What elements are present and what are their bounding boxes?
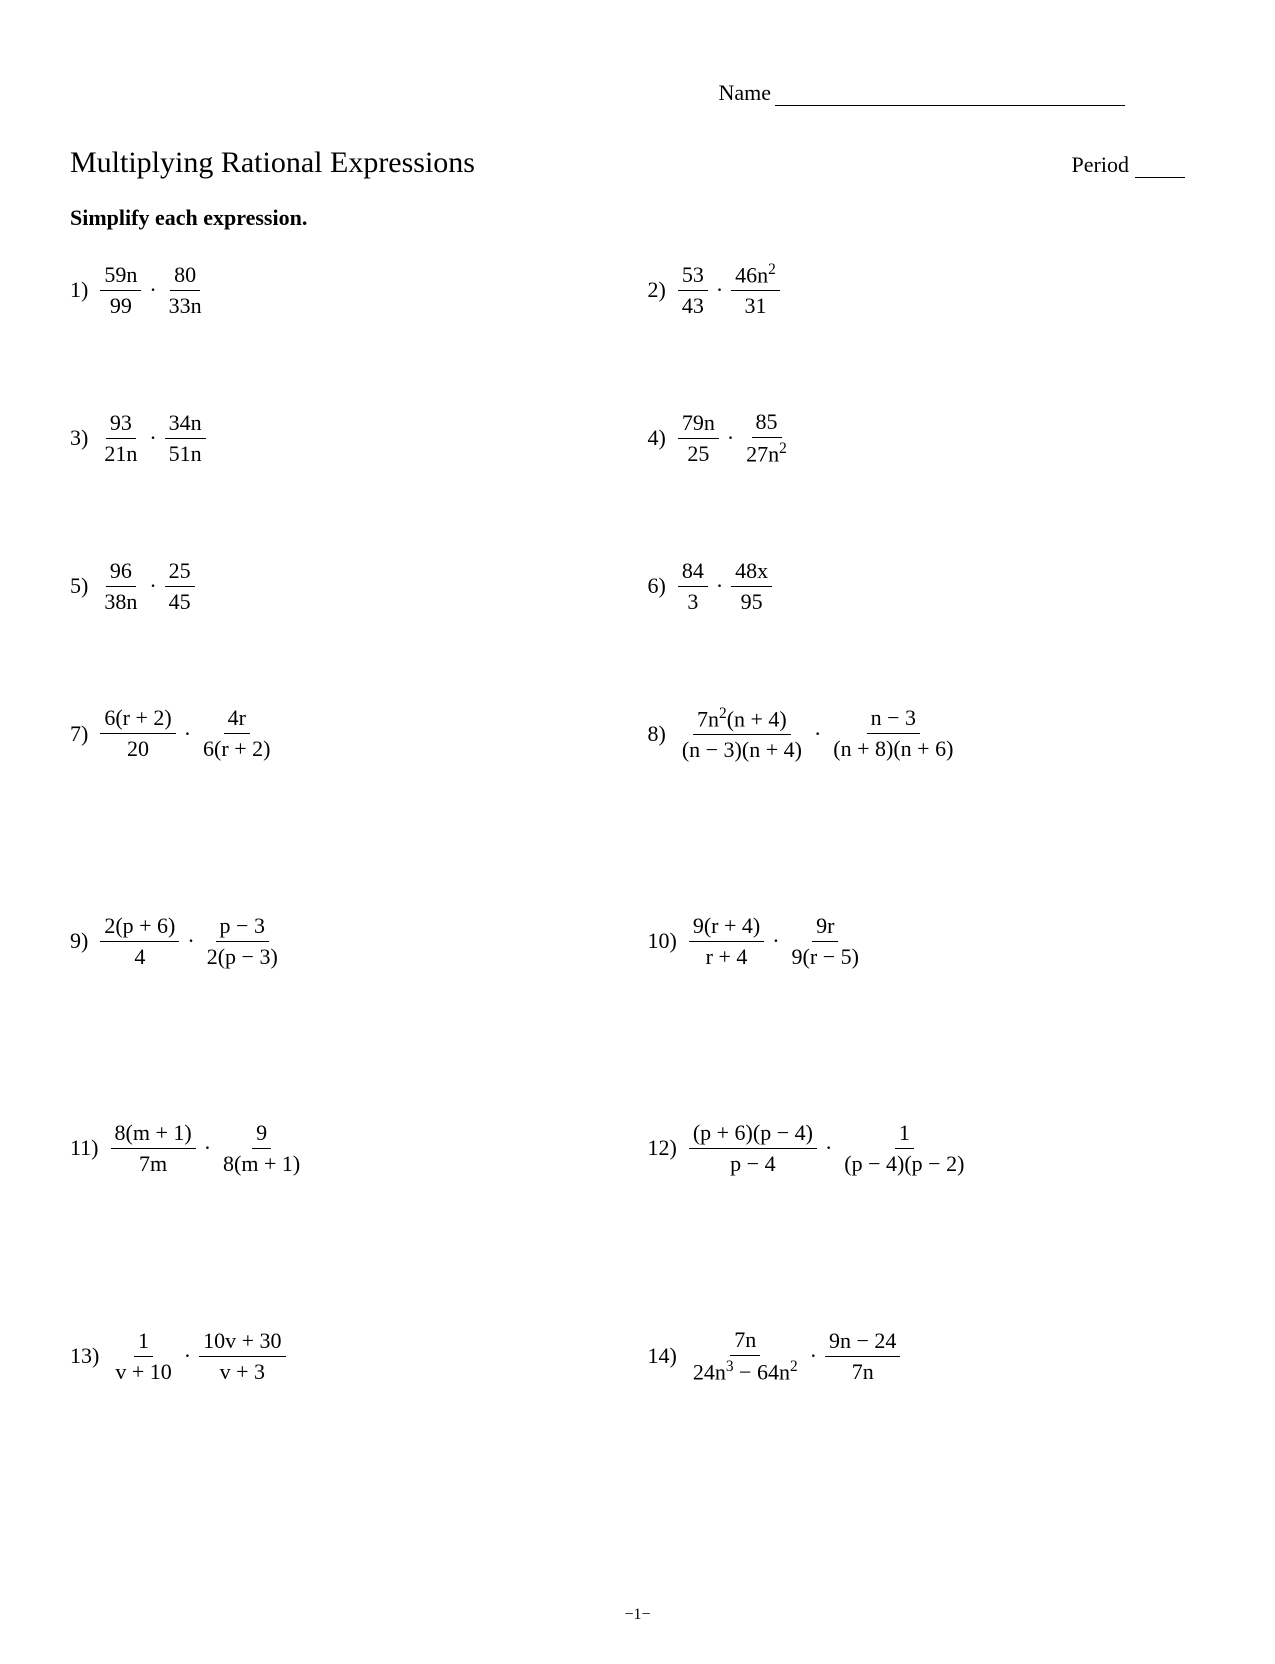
fraction: 93 21n [100,410,141,467]
fraction: 7n2(n + 4) (n − 3)(n + 4) [678,705,806,763]
problem-number: 9) [70,928,88,954]
fraction: 1 v + 10 [111,1328,175,1385]
fraction: n − 3 (n + 8)(n + 6) [829,705,957,762]
fraction: 9n − 24 7n [825,1328,900,1385]
multiply-dot: · [184,1343,191,1369]
problem-9: 9) 2(p + 6) 4 · p − 3 2(p − 3) [70,913,608,970]
problem-10: 10) 9(r + 4) r + 4 · 9r 9(r − 5) [648,913,1186,970]
fraction: 4r 6(r + 2) [199,705,274,762]
fraction: 59n 99 [100,262,141,319]
fraction: 79n 25 [678,410,719,467]
problem-number: 13) [70,1343,99,1369]
fraction: 80 33n [165,262,206,319]
multiply-dot: · [716,277,723,303]
multiply-dot: · [814,721,821,747]
period-blank-line[interactable] [1135,177,1185,178]
problem-number: 12) [648,1135,677,1161]
problem-number: 1) [70,277,88,303]
problem-13: 13) 1 v + 10 · 10v + 30 v + 3 [70,1327,608,1385]
multiply-dot: · [727,425,734,451]
name-blank-line[interactable] [775,80,1125,106]
multiply-dot: · [204,1135,211,1161]
problem-14: 14) 7n 24n3 − 64n2 · 9n − 24 7n [648,1327,1186,1385]
problem-number: 11) [70,1135,99,1161]
multiply-dot: · [149,573,156,599]
name-field-row: Name [70,80,1185,106]
period-label: Period [1072,152,1129,177]
title-row: Multiplying Rational Expressions Period [70,146,1185,180]
fraction: (p + 6)(p − 4) p − 4 [689,1120,817,1177]
problem-number: 3) [70,425,88,451]
fraction: 9(r + 4) r + 4 [689,913,764,970]
problem-5: 5) 96 38n · 25 45 [70,558,608,615]
problem-3: 3) 93 21n · 34n 51n [70,409,608,467]
problem-8: 8) 7n2(n + 4) (n − 3)(n + 4) · n − 3 (n … [648,705,1186,763]
fraction: 85 27n2 [742,409,791,467]
multiply-dot: · [716,573,723,599]
fraction: 48x 95 [731,558,772,615]
problem-number: 2) [648,277,666,303]
fraction: 10v + 30 v + 3 [199,1328,285,1385]
multiply-dot: · [187,928,194,954]
multiply-dot: · [810,1343,817,1369]
problem-4: 4) 79n 25 · 85 27n2 [648,409,1186,467]
fraction: 46n2 31 [731,261,780,319]
problems-grid: 1) 59n 99 · 80 33n 2) 53 43 · 46n2 31 3)… [70,261,1185,1475]
multiply-dot: · [772,928,779,954]
fraction: 2(p + 6) 4 [100,913,179,970]
page-title: Multiplying Rational Expressions [70,146,475,180]
name-label: Name [718,80,771,106]
fraction: 9r 9(r − 5) [788,913,863,970]
fraction: 53 43 [678,262,708,319]
problem-11: 11) 8(m + 1) 7m · 9 8(m + 1) [70,1120,608,1177]
multiply-dot: · [184,721,191,747]
fraction: 25 45 [165,558,195,615]
fraction: 96 38n [100,558,141,615]
problem-number: 5) [70,573,88,599]
fraction: 8(m + 1) 7m [111,1120,196,1177]
multiply-dot: · [149,425,156,451]
fraction: 7n 24n3 − 64n2 [689,1327,802,1385]
fraction: p − 3 2(p − 3) [203,913,282,970]
problem-number: 7) [70,721,88,747]
problem-12: 12) (p + 6)(p − 4) p − 4 · 1 (p − 4)(p −… [648,1120,1186,1177]
problem-number: 6) [648,573,666,599]
fraction: 34n 51n [165,410,206,467]
multiply-dot: · [825,1135,832,1161]
problem-number: 10) [648,928,677,954]
fraction: 6(r + 2) 20 [100,705,175,762]
problem-number: 4) [648,425,666,451]
problem-7: 7) 6(r + 2) 20 · 4r 6(r + 2) [70,705,608,763]
fraction: 9 8(m + 1) [219,1120,304,1177]
multiply-dot: · [149,277,156,303]
problem-number: 8) [648,721,666,747]
problem-6: 6) 84 3 · 48x 95 [648,558,1186,615]
problem-1: 1) 59n 99 · 80 33n [70,261,608,319]
problem-number: 14) [648,1343,677,1369]
page-number: −1− [624,1606,650,1624]
problem-2: 2) 53 43 · 46n2 31 [648,261,1186,319]
fraction: 84 3 [678,558,708,615]
period-field: Period [1072,152,1185,178]
instructions: Simplify each expression. [70,205,1185,231]
fraction: 1 (p − 4)(p − 2) [840,1120,968,1177]
